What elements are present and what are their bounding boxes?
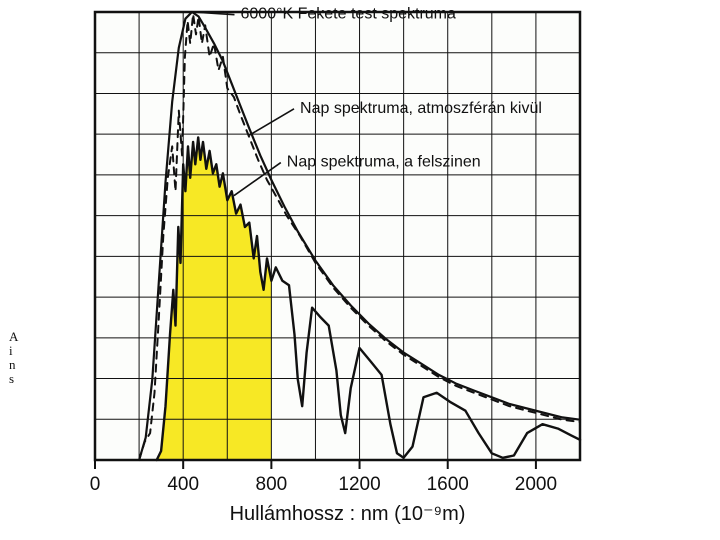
side-letter-3: s	[9, 372, 14, 386]
legend-label-blackbody: 6000°K Fekete test spektruma	[241, 6, 457, 23]
x-tick-label: 400	[167, 474, 199, 495]
legend-label-outside: Nap spektruma, atmoszférán kivül	[300, 100, 542, 117]
x-tick-label: 1200	[338, 474, 380, 495]
x-tick-label: 800	[256, 474, 288, 495]
x-tick-label: 2000	[515, 474, 557, 495]
legend-label-surface: Nap spektruma, a felszinen	[287, 154, 481, 171]
x-tick-label: 0	[90, 474, 101, 495]
x-tick-label: 1600	[427, 474, 469, 495]
chart-wrapper: 0 400 800 1200 1600 2000 Hullámhossz : nm (10⁻…	[0, 0, 720, 540]
x-axis-label: Hullámhossz : nm (10⁻⁹m)	[230, 503, 466, 525]
spectrum-chart: 0 400 800 1200 1600 2000 Hullámhossz : nm (10⁻…	[0, 0, 720, 540]
